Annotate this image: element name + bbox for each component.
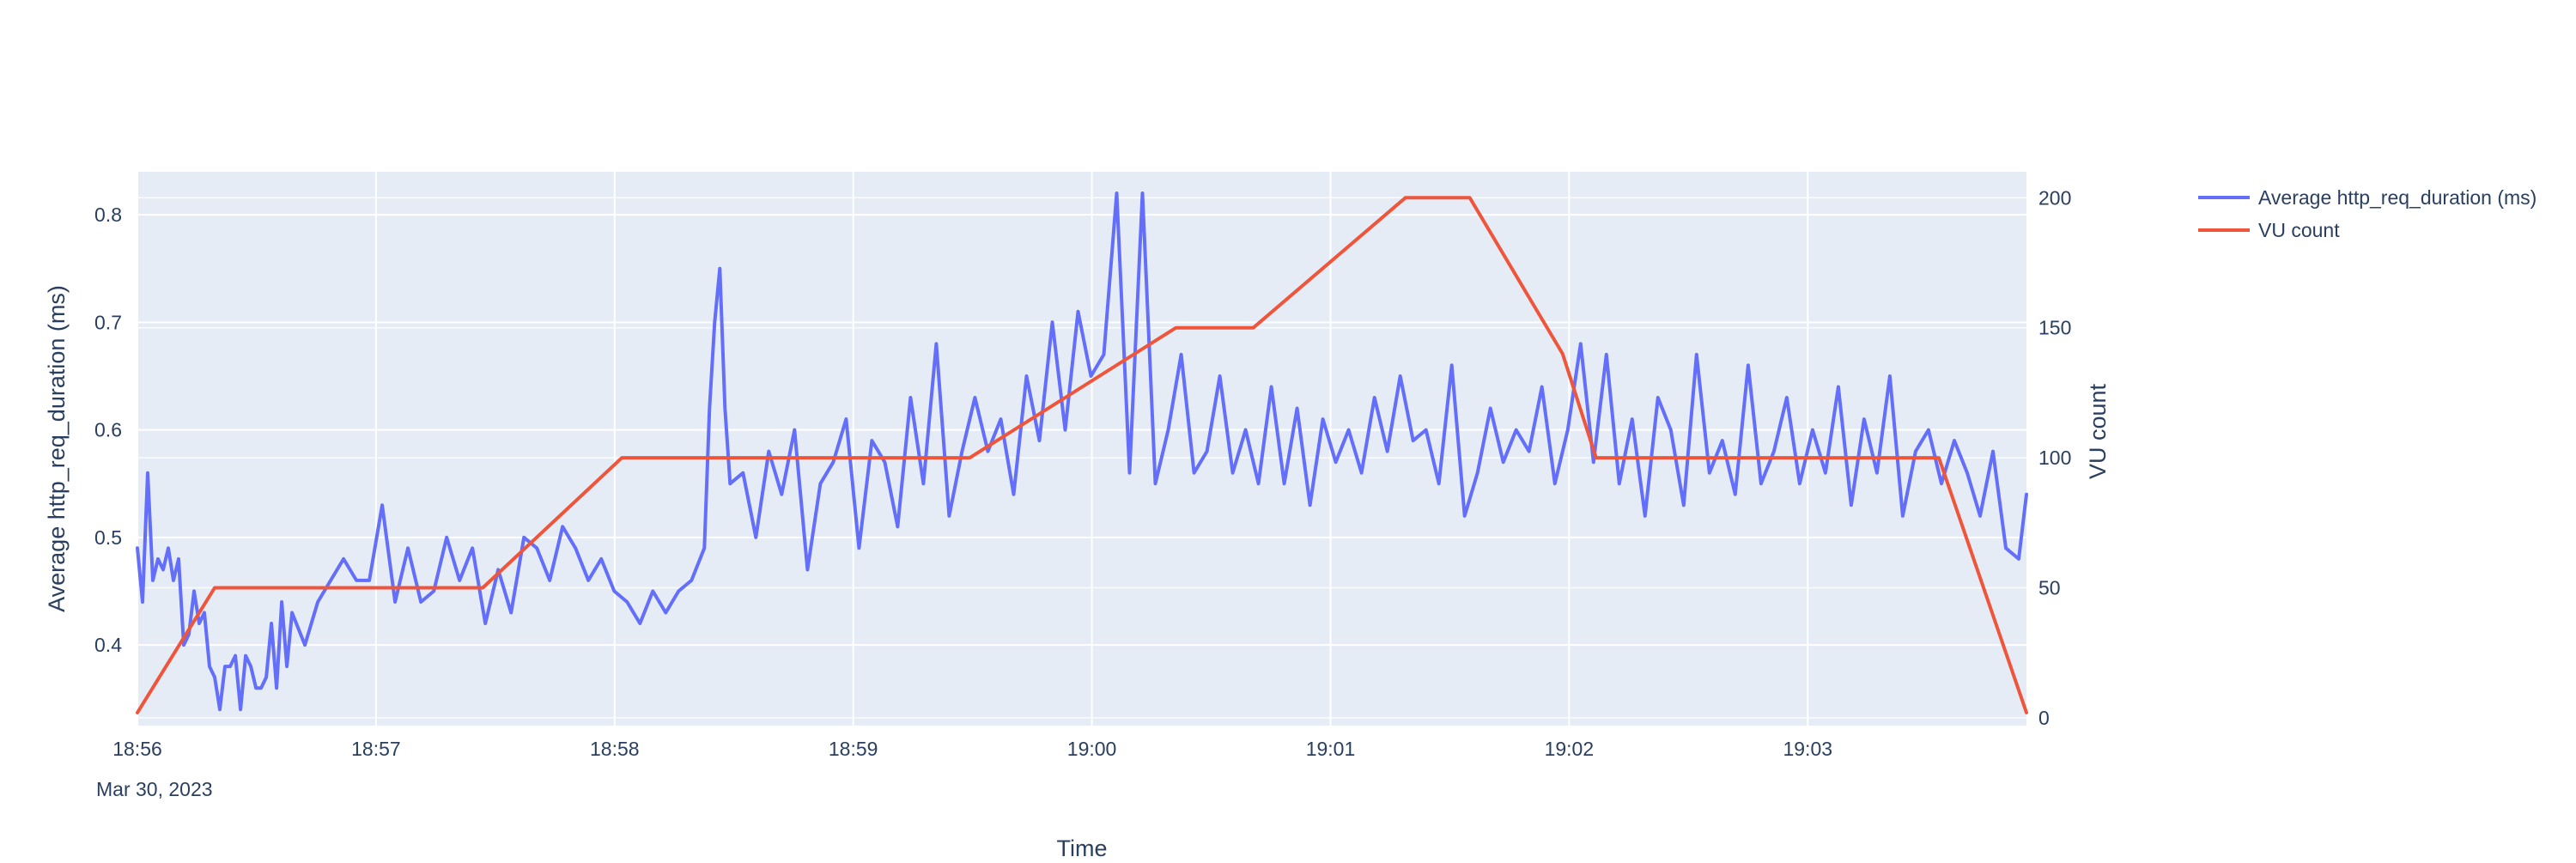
x-tick-label: 19:02 — [1545, 738, 1595, 760]
y-right-tick-label: 50 — [2038, 577, 2061, 599]
plot-background — [137, 172, 2026, 726]
y-left-tick-label: 0.6 — [94, 419, 122, 441]
x-tick-labels: 18:56 18:57 18:58 18:59 19:00 19:01 19:02 19:03 — [112, 738, 1832, 760]
series-layer — [136, 191, 2028, 714]
y-right-tick-label: 100 — [2038, 447, 2071, 469]
vu-count-series-line — [136, 196, 2028, 714]
legend: Average http_req_duration (ms) VU count — [2198, 186, 2537, 241]
y-right-axis-title: VU count — [2085, 383, 2111, 479]
x-tick-label: 18:59 — [829, 738, 878, 760]
x-tick-label: 19:00 — [1067, 738, 1117, 760]
y-left-axis-title: Average http_req_duration (ms) — [44, 285, 70, 612]
y-left-tick-labels: 0.4 0.5 0.6 0.7 0.8 — [94, 204, 122, 656]
duration-series-line — [136, 191, 2028, 712]
legend-label: VU count — [2258, 219, 2340, 241]
x-axis-date-label: Mar 30, 2023 — [96, 778, 213, 800]
x-tick-label: 18:57 — [351, 738, 401, 760]
x-tick-label: 19:03 — [1783, 738, 1832, 760]
x-tick-label: 18:58 — [590, 738, 640, 760]
y-left-tick-label: 0.4 — [94, 634, 122, 656]
y-right-tick-labels: 0 50 100 150 200 — [2038, 186, 2071, 729]
x-tick-label: 19:01 — [1306, 738, 1356, 760]
y-left-tick-label: 0.7 — [94, 311, 122, 333]
x-axis-title: Time — [1057, 836, 1108, 859]
legend-label: Average http_req_duration (ms) — [2258, 186, 2537, 209]
y-right-tick-label: 200 — [2038, 186, 2071, 209]
y-left-tick-label: 0.8 — [94, 204, 122, 226]
y-left-tick-label: 0.5 — [94, 526, 122, 549]
y-right-tick-label: 0 — [2038, 707, 2050, 729]
x-tick-label: 18:56 — [112, 738, 162, 760]
y-right-tick-label: 150 — [2038, 317, 2071, 339]
